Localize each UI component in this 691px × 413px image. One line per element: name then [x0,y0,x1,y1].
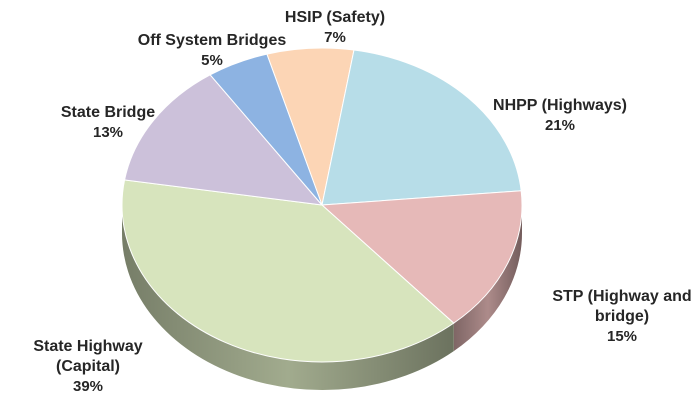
slice-side-shade [122,205,454,391]
slice [123,74,324,206]
category-name: State Highway (Capital) [33,338,143,375]
percent-label: 5% [201,52,223,69]
category-name: HSIP (Safety) [284,9,386,26]
slice [209,53,323,206]
category-name: Off System Bridges [137,32,287,49]
slice-label: State Highway (Capital) 39% [8,337,168,397]
category-name: State Bridge [60,104,156,121]
percent-label: 39% [72,378,104,395]
category-name: STP (Highway and bridge) [552,288,691,325]
slice-label: NHPP (Highways) 21% [470,96,650,136]
percent-label: 13% [92,124,124,141]
percent-label: 21% [544,117,576,134]
slice-label: Off System Bridges 5% [112,31,312,71]
slice-label: STP (Highway and bridge) 15% [547,287,691,347]
percent-label: 7% [324,29,346,46]
slice-side-shade [453,205,522,352]
slice-label: HSIP (Safety) 7% [255,8,415,48]
percent-label: 15% [606,328,638,345]
category-name: NHPP (Highways) [493,97,627,114]
slice [321,49,522,206]
slice-label: State Bridge 13% [38,103,178,143]
slice [320,190,523,324]
slice [121,179,455,363]
